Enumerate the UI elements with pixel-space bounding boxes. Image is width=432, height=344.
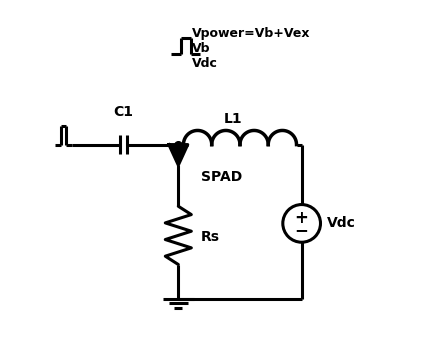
Text: −: − [295,221,308,239]
Text: Vb: Vb [192,42,210,55]
Text: Vdc: Vdc [327,216,356,230]
Text: Vpower=Vb+Vex: Vpower=Vb+Vex [192,27,311,40]
Polygon shape [169,144,188,165]
Text: L1: L1 [224,112,242,126]
Text: C1: C1 [114,105,133,119]
Text: +: + [295,208,308,227]
Text: SPAD: SPAD [200,170,242,184]
Text: Rs: Rs [200,230,219,244]
Text: Vdc: Vdc [192,56,218,69]
